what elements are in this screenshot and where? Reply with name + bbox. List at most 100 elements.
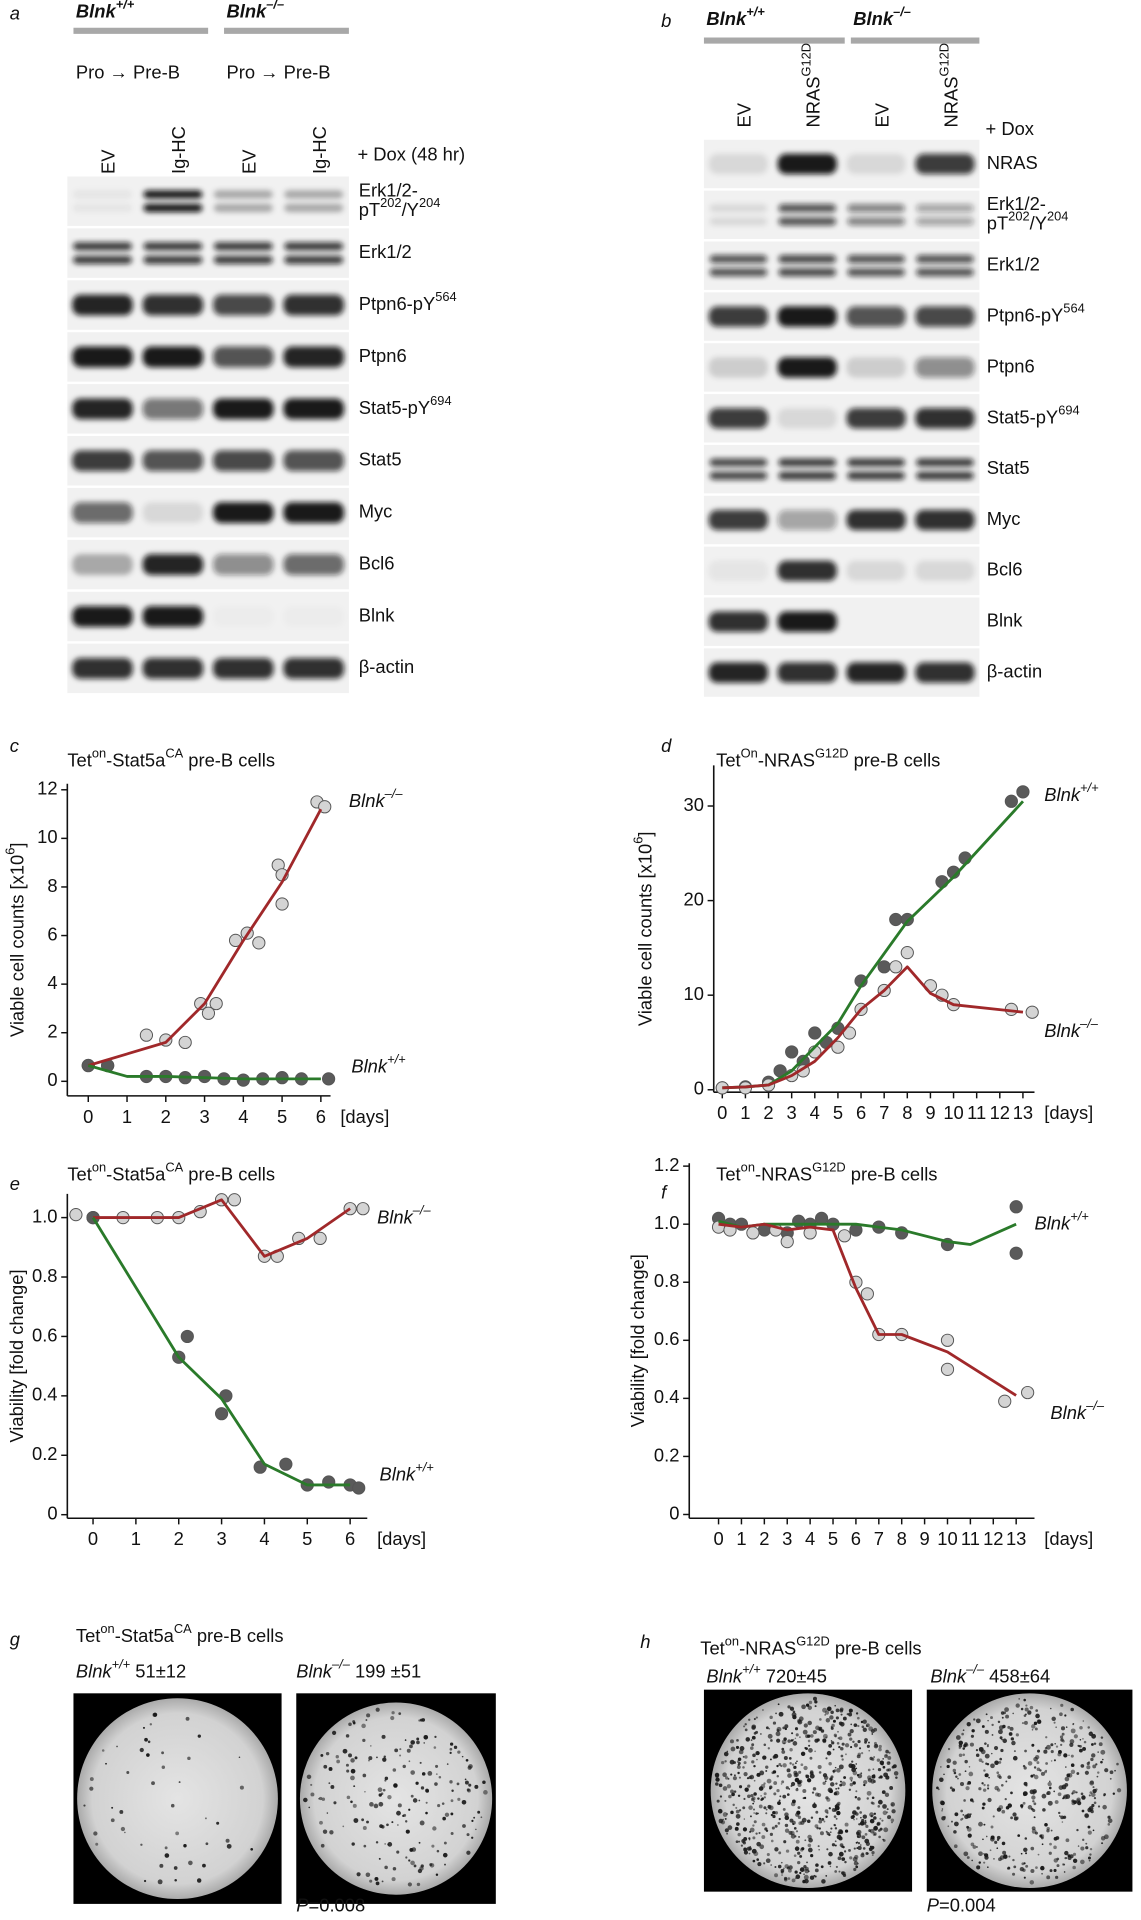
colony <box>806 1861 808 1864</box>
panel-letter: d <box>661 735 672 756</box>
colony <box>985 1835 988 1838</box>
colony <box>375 1707 380 1712</box>
colony <box>830 1775 834 1779</box>
colony <box>866 1744 870 1748</box>
band-part <box>709 217 768 226</box>
y-tick-label: 10 <box>684 983 704 1004</box>
colony <box>437 1804 441 1808</box>
replicate-point <box>1009 1200 1023 1214</box>
text-run: Viable cell counts [x10 <box>6 855 27 1037</box>
colony <box>759 1844 765 1850</box>
colony <box>365 1872 371 1878</box>
colony <box>370 1745 372 1747</box>
colony <box>776 1774 780 1778</box>
colony <box>792 1823 795 1826</box>
colony <box>869 1818 875 1824</box>
text-run: –/– <box>965 1661 985 1676</box>
replicate-point <box>889 960 903 974</box>
colony <box>821 1879 826 1884</box>
colony <box>1073 1734 1078 1739</box>
replicate-point <box>746 1226 760 1240</box>
colony <box>770 1839 774 1843</box>
colony <box>151 1781 155 1786</box>
band <box>709 458 768 480</box>
colony <box>361 1818 365 1822</box>
colony <box>751 1760 755 1764</box>
colony <box>377 1787 383 1793</box>
colony <box>1082 1720 1085 1722</box>
colony <box>722 1818 724 1821</box>
replicate-point <box>321 1072 336 1086</box>
y-tick-label: 12 <box>37 778 57 799</box>
band <box>778 255 837 277</box>
colony <box>994 1840 998 1844</box>
colony <box>1031 1728 1034 1731</box>
colony <box>807 1720 812 1726</box>
colony <box>891 1809 896 1814</box>
colony <box>409 1744 413 1749</box>
band <box>213 450 274 472</box>
colony <box>328 1767 333 1771</box>
colony <box>432 1826 437 1831</box>
colony <box>453 1745 458 1749</box>
colony <box>726 1750 729 1753</box>
x-tick-label: 8 <box>897 1528 907 1549</box>
colony <box>744 1728 748 1732</box>
colony <box>751 1725 756 1730</box>
colony <box>1032 1808 1036 1813</box>
colony <box>1065 1794 1071 1799</box>
text-run: ] <box>634 831 655 836</box>
colony <box>766 1853 770 1857</box>
colony <box>1089 1780 1095 1786</box>
colony <box>981 1760 984 1764</box>
band-part <box>916 268 974 277</box>
colony <box>820 1865 824 1869</box>
colony <box>798 1770 802 1774</box>
colony <box>1012 1755 1018 1761</box>
colony <box>384 1843 386 1845</box>
colony <box>1045 1769 1048 1772</box>
colony <box>410 1770 416 1775</box>
colony <box>850 1779 853 1782</box>
colony <box>735 1813 741 1819</box>
colony <box>1053 1845 1057 1850</box>
lane-label: EV <box>98 149 119 174</box>
colony <box>342 1748 348 1754</box>
text-run: 202 <box>380 195 401 210</box>
x-tick-label: 3 <box>216 1528 226 1549</box>
row-label: Blnk <box>987 610 1024 631</box>
genotype-label: Blnk–/– <box>853 4 911 29</box>
replicate-point <box>209 996 223 1011</box>
colony <box>987 1787 990 1790</box>
colony <box>738 1776 741 1779</box>
colony <box>1050 1750 1054 1754</box>
colony <box>882 1839 886 1842</box>
colony <box>1090 1792 1096 1798</box>
colony <box>761 1835 766 1839</box>
y-axis-label: Viability [fold change] <box>6 1269 27 1442</box>
text-run: 199 ±51 <box>350 1660 421 1681</box>
colony <box>1025 1704 1028 1707</box>
colony <box>752 1802 755 1805</box>
band <box>72 606 133 627</box>
colony <box>847 1732 852 1737</box>
colony <box>822 1781 826 1785</box>
colony <box>857 1739 861 1744</box>
x-tick-label: 9 <box>925 1102 935 1123</box>
colony <box>1077 1744 1080 1747</box>
colony <box>947 1747 951 1751</box>
x-tick-label: 5 <box>302 1528 312 1549</box>
colony <box>987 1743 989 1746</box>
colony <box>874 1833 876 1836</box>
colony <box>969 1813 972 1816</box>
colony <box>140 1843 143 1846</box>
colony <box>990 1763 995 1769</box>
colony <box>765 1765 769 1769</box>
colony <box>850 1723 853 1726</box>
colony <box>1015 1733 1019 1737</box>
colony <box>1079 1738 1082 1741</box>
colony <box>1076 1797 1081 1802</box>
x-tick-label: 2 <box>763 1102 773 1123</box>
colony <box>743 1772 748 1777</box>
colony <box>794 1870 798 1874</box>
